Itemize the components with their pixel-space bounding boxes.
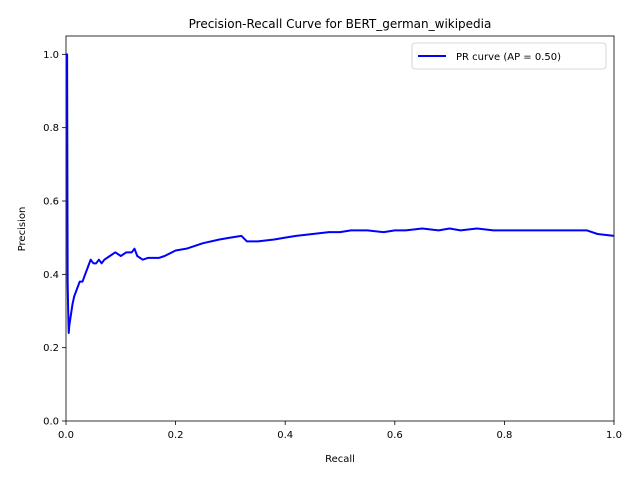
x-axis-label: Recall xyxy=(325,454,355,465)
y-tick-label: 1.0 xyxy=(43,50,59,61)
x-axis-ticks: 0.0 0.2 0.4 0.6 0.8 1.0 xyxy=(58,421,622,441)
legend: PR curve (AP = 0.50) xyxy=(411,42,607,70)
pr-curve-line xyxy=(66,53,615,334)
x-tick-label: 0.4 xyxy=(277,430,293,441)
y-tick-label: 0.2 xyxy=(43,343,59,354)
x-tick-label: 0.0 xyxy=(58,430,74,441)
legend-label: PR curve (AP = 0.50) xyxy=(456,52,561,63)
x-tick-label: 0.8 xyxy=(496,430,512,441)
x-tick-label: 0.6 xyxy=(387,430,403,441)
y-tick-label: 0.6 xyxy=(43,197,59,208)
chart-title: Precision-Recall Curve for BERT_german_w… xyxy=(189,17,492,31)
y-tick-label: 0.8 xyxy=(43,123,59,134)
y-axis-ticks: 0.0 0.2 0.4 0.6 0.8 1.0 xyxy=(43,50,66,428)
plot-area xyxy=(65,35,615,422)
y-tick-label: 0.0 xyxy=(43,417,59,428)
x-tick-label: 1.0 xyxy=(606,430,622,441)
y-tick-label: 0.4 xyxy=(43,270,59,281)
y-axis-label: Precision xyxy=(17,207,28,252)
x-tick-label: 0.2 xyxy=(168,430,184,441)
plot-frame xyxy=(65,35,615,422)
legend-box xyxy=(411,42,607,70)
